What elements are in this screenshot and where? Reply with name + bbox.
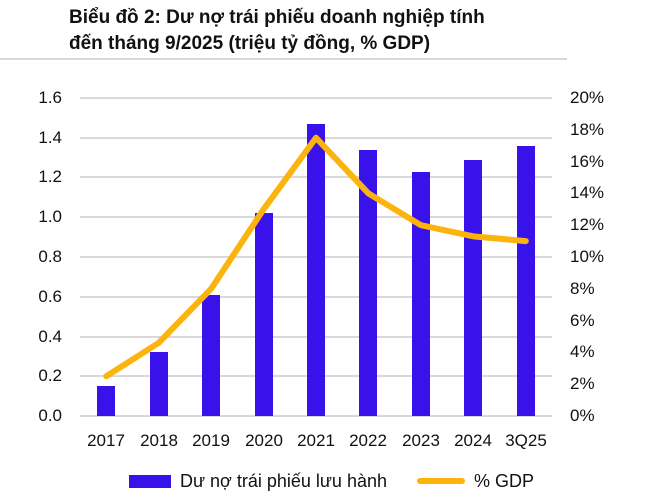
x-axis-tick: 2019 — [192, 431, 230, 450]
y-axis-right-tick: 10% — [570, 247, 605, 266]
y-axis-right-tick: 2% — [570, 374, 595, 393]
y-axis-right-tick: 0% — [570, 406, 595, 425]
y-axis-right-tick: 18% — [570, 120, 605, 139]
y-axis-right-tick: 4% — [570, 342, 595, 361]
y-axis-right-tick: 6% — [570, 311, 595, 330]
x-axis-tick: 2022 — [349, 431, 387, 450]
y-axis-right-tick: 14% — [570, 183, 605, 202]
x-axis-tick: 2017 — [87, 431, 125, 450]
y-axis-left-tick: 0.0 — [38, 406, 62, 425]
legend: Dư nợ trái phiếu lưu hành % GDP — [0, 468, 663, 494]
x-axis-tick: 2021 — [297, 431, 335, 450]
bar-swatch-icon — [128, 474, 171, 488]
bar-2021 — [307, 124, 325, 416]
bar-2023 — [412, 172, 430, 416]
gridline — [80, 415, 552, 417]
y-axis-left-tick: 0.8 — [38, 247, 62, 266]
y-axis-right-tick: 16% — [570, 152, 605, 171]
x-axis-tick: 2018 — [140, 431, 178, 450]
y-axis-left-tick: 0.4 — [38, 327, 62, 346]
x-axis-tick: 2020 — [245, 431, 283, 450]
x-axis-tick: 3Q25 — [505, 431, 547, 450]
legend-bonds-label: Dư nợ trái phiếu lưu hành — [179, 470, 387, 491]
chart-title-line2: đến tháng 9/2025 (triệu tỷ đồng, % GDP) — [69, 33, 431, 54]
x-axis-tick: 2023 — [402, 431, 440, 450]
bar-2019 — [202, 295, 220, 416]
y-axis-left-tick: 1.4 — [38, 128, 62, 147]
x-axis-tick: 2024 — [454, 431, 492, 450]
chart-title-line1: Biểu đồ 2: Dư nợ trái phiếu doanh nghiệp… — [69, 7, 485, 28]
bar-2020 — [255, 213, 273, 416]
bar-2022 — [359, 150, 377, 416]
y-axis-left-tick: 1.0 — [38, 207, 62, 226]
legend-item-bonds: Dư nợ trái phiếu lưu hành — [128, 470, 387, 492]
bar-2017 — [97, 386, 115, 416]
y-axis-right-tick: 12% — [570, 215, 605, 234]
y-axis-right-tick: 20% — [570, 88, 605, 107]
y-axis-left-tick: 1.6 — [38, 88, 62, 107]
title-separator — [0, 58, 567, 60]
y-axis-right-tick: 8% — [570, 279, 595, 298]
line-swatch-icon — [417, 478, 465, 484]
y-axis-left-tick: 0.6 — [38, 287, 62, 306]
y-axis-left-tick: 1.2 — [38, 167, 62, 186]
bar-2018 — [150, 352, 168, 416]
legend-item-gdp: % GDP — [417, 471, 534, 492]
gridline — [80, 97, 552, 99]
legend-gdp-label: % GDP — [474, 470, 535, 491]
chart-title: Biểu đồ 2: Dư nợ trái phiếu doanh nghiệp… — [69, 5, 569, 57]
bar-2024 — [464, 160, 482, 416]
y-axis-left-tick: 0.2 — [38, 366, 62, 385]
bar-3Q25 — [517, 146, 535, 416]
